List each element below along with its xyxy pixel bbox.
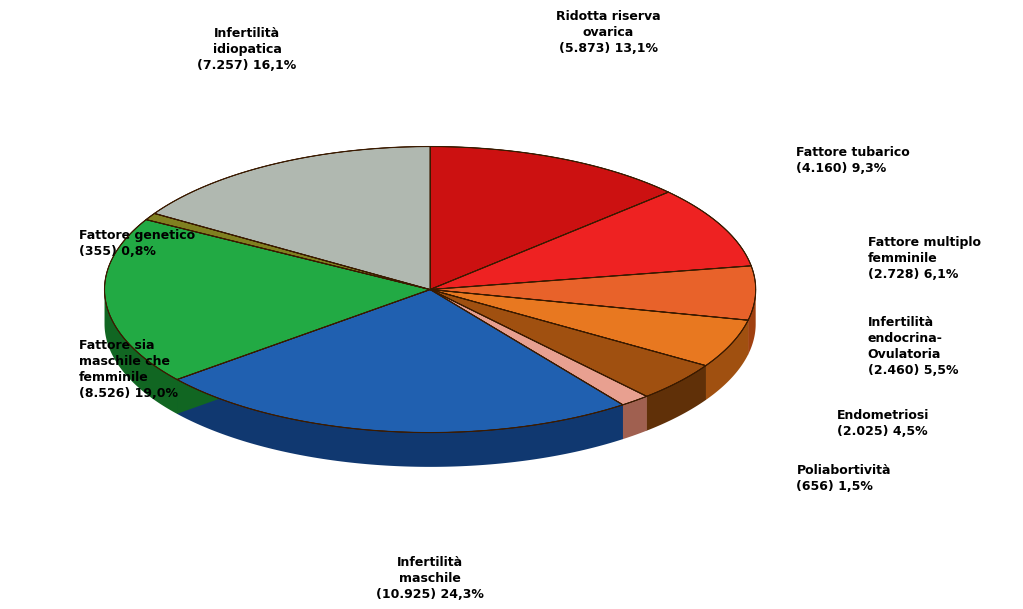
Polygon shape xyxy=(430,289,647,405)
Polygon shape xyxy=(104,290,177,414)
Polygon shape xyxy=(430,289,748,354)
Polygon shape xyxy=(430,289,748,354)
Polygon shape xyxy=(430,289,647,431)
Polygon shape xyxy=(430,289,623,439)
Polygon shape xyxy=(430,289,623,439)
Polygon shape xyxy=(706,320,748,400)
Polygon shape xyxy=(146,213,430,289)
Polygon shape xyxy=(154,147,430,289)
Polygon shape xyxy=(104,220,430,379)
Polygon shape xyxy=(177,289,430,414)
Text: Infertilità
endocrina-
Ovulatoria
(2.460) 5,5%: Infertilità endocrina- Ovulatoria (2.460… xyxy=(868,316,959,377)
Polygon shape xyxy=(748,290,756,354)
Polygon shape xyxy=(177,289,623,432)
Text: Ridotta riserva
ovarica
(5.873) 13,1%: Ridotta riserva ovarica (5.873) 13,1% xyxy=(555,10,661,55)
Text: Fattore sia
maschile che
femminile
(8.526) 19,0%: Fattore sia maschile che femminile (8.52… xyxy=(79,339,178,400)
Polygon shape xyxy=(647,365,706,431)
Polygon shape xyxy=(623,396,647,439)
Polygon shape xyxy=(430,266,756,320)
Text: Endometriosi
(2.025) 4,5%: Endometriosi (2.025) 4,5% xyxy=(837,409,930,438)
Polygon shape xyxy=(430,192,751,289)
Polygon shape xyxy=(430,289,647,431)
Polygon shape xyxy=(430,289,706,400)
Polygon shape xyxy=(177,379,623,467)
Polygon shape xyxy=(177,289,430,414)
Polygon shape xyxy=(430,147,668,289)
Polygon shape xyxy=(430,289,706,396)
Text: Fattore genetico
(355) 0,8%: Fattore genetico (355) 0,8% xyxy=(79,229,195,258)
Text: Fattore multiplo
femminile
(2.728) 6,1%: Fattore multiplo femminile (2.728) 6,1% xyxy=(868,236,981,281)
Text: Poliabortività
(656) 1,5%: Poliabortività (656) 1,5% xyxy=(796,464,891,493)
Text: Fattore tubarico
(4.160) 9,3%: Fattore tubarico (4.160) 9,3% xyxy=(796,146,910,175)
Text: Infertilità
maschile
(10.925) 24,3%: Infertilità maschile (10.925) 24,3% xyxy=(376,555,484,600)
Text: Infertilità
idiopatica
(7.257) 16,1%: Infertilità idiopatica (7.257) 16,1% xyxy=(197,27,297,72)
Polygon shape xyxy=(430,289,748,365)
Polygon shape xyxy=(430,289,706,400)
